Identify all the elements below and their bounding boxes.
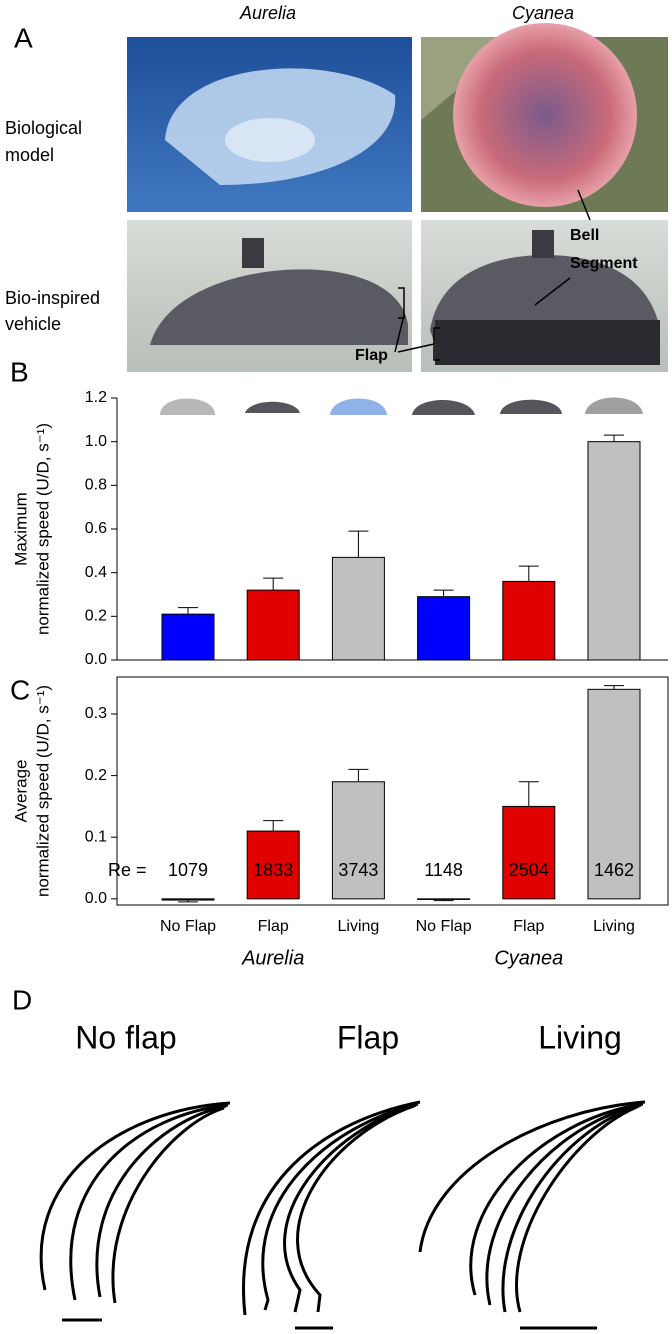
y-tick-label: 0.4 — [85, 564, 107, 581]
error-bar — [348, 530, 369, 558]
error-bar — [263, 820, 284, 832]
x-tick-label: Flap — [258, 918, 289, 935]
column-label: Aurelia — [239, 3, 296, 23]
x-tick-label: No Flap — [160, 918, 216, 935]
re-value: 1833 — [253, 860, 293, 880]
column-label: Cyanea — [512, 3, 574, 23]
y-tick-label: 0.0 — [85, 651, 107, 668]
panel-label: B — [10, 356, 29, 387]
photo-cyanea-vehicle — [421, 220, 668, 372]
y-tick-label: 0.8 — [85, 477, 107, 494]
y-tick-label: 0.0 — [85, 890, 107, 907]
re-value: 1079 — [168, 860, 208, 880]
y-tick-label: 0.6 — [85, 520, 107, 537]
group-label: Cyanea — [494, 947, 563, 969]
y-axis-label: normalized speed (U/D, s⁻¹) — [33, 685, 52, 897]
annotation: Segment — [570, 255, 638, 272]
y-tick-label: 0.2 — [85, 767, 107, 784]
icons — [160, 397, 643, 415]
panel-label: D — [12, 984, 32, 1015]
bell-kinematics — [39, 1100, 646, 1316]
scale-bars — [62, 1318, 597, 1330]
bar — [161, 613, 215, 661]
x-tick-label: Living — [337, 918, 379, 935]
x-tick-label: Living — [593, 918, 635, 935]
error-bar — [518, 781, 539, 807]
y-tick-label: 0.1 — [85, 828, 107, 845]
y-tick-label: 0.3 — [85, 705, 107, 722]
re-value: 1148 — [424, 860, 463, 880]
error-bar — [518, 565, 539, 582]
photo-cyanea — [421, 23, 668, 212]
error-bar — [263, 577, 284, 591]
panel-label: A — [14, 22, 33, 53]
error-bar — [178, 607, 198, 615]
photo-aurelia-vehicle — [127, 220, 412, 372]
y-axis-label: Average — [11, 759, 30, 822]
row-label: vehicle — [5, 314, 61, 334]
x-tick-label: Flap — [513, 918, 544, 935]
bar — [246, 830, 300, 900]
error-bar — [348, 768, 369, 782]
bar — [331, 781, 385, 900]
bar — [587, 441, 641, 661]
error-bar — [178, 900, 198, 903]
axis — [116, 398, 668, 661]
bar — [331, 556, 385, 661]
y-axis-label: Maximum — [11, 492, 30, 566]
y-tick-label: 1.2 — [85, 389, 107, 406]
bar — [502, 580, 556, 661]
x-tick-label: No Flap — [416, 918, 472, 935]
bar — [417, 596, 471, 661]
group-label: Aurelia — [241, 947, 304, 969]
panel-label: C — [10, 674, 30, 705]
y-tick-label: 0.2 — [85, 608, 107, 625]
panel-d-title: Living — [538, 1019, 622, 1055]
annotation: Flap — [355, 347, 388, 364]
re-value: 2504 — [509, 860, 549, 880]
annotation: Bell — [570, 227, 599, 244]
panel-d-title: No flap — [75, 1019, 176, 1055]
plot-frame — [116, 676, 669, 906]
re-label: Re = — [108, 860, 147, 880]
re-value: 1462 — [594, 860, 634, 880]
bar — [587, 688, 641, 900]
bar — [246, 589, 300, 661]
error-bar — [433, 589, 454, 597]
re-value: 3743 — [338, 860, 378, 880]
error-bar — [604, 434, 624, 442]
error-bar — [433, 899, 454, 902]
bar — [161, 898, 215, 901]
row-label: Biological — [5, 118, 82, 138]
error-bar — [604, 685, 624, 690]
y-tick-label: 1.0 — [85, 433, 107, 450]
annotation-arrows — [394, 189, 591, 361]
bar — [502, 805, 556, 900]
y-axis-label: normalized speed (U/D, s⁻¹) — [33, 423, 52, 635]
row-label: Bio-inspired — [5, 288, 100, 308]
row-label: model — [5, 145, 54, 165]
panel-d-title: Flap — [337, 1019, 399, 1055]
photo-aurelia — [127, 37, 412, 212]
bar — [417, 898, 471, 900]
